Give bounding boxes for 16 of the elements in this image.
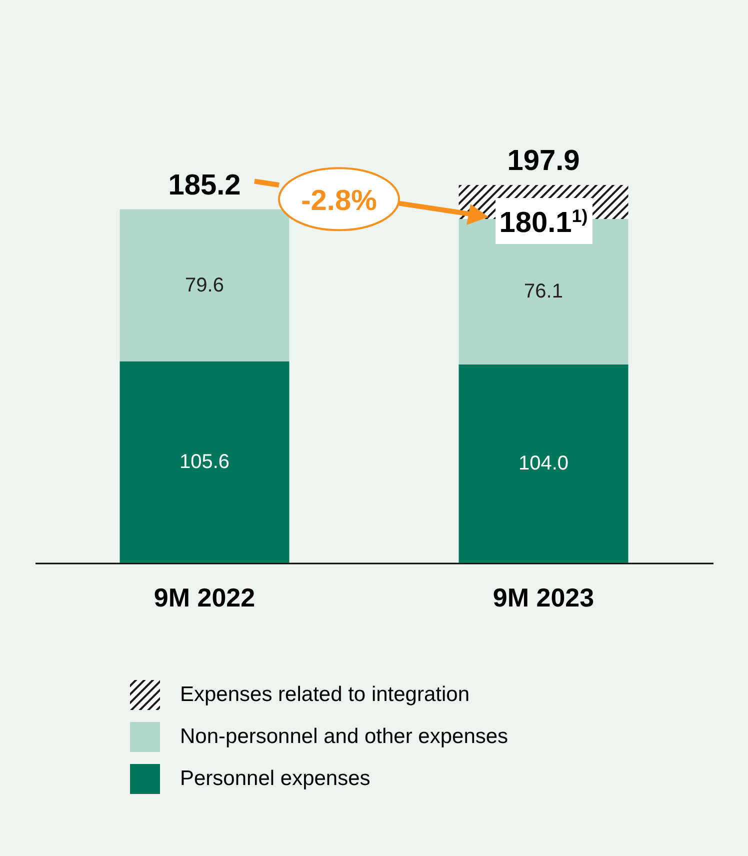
data-label: 76.1: [524, 280, 563, 303]
bar: [458, 364, 628, 563]
bar: [120, 361, 290, 563]
legend-label: Personnel expenses: [180, 767, 370, 790]
data-label: 79.6: [185, 274, 224, 296]
data-label: 105.6: [179, 451, 230, 474]
legend-label: Non-personnel and other expenses: [180, 725, 508, 748]
data-label: 104.0: [518, 452, 569, 475]
annotation: 180.1$^{1)}$: [499, 206, 588, 239]
x-tick-label: 9M 2022: [154, 582, 256, 612]
x-tick-label: 9M 2023: [492, 582, 594, 612]
total-label: 197.9: [507, 145, 580, 177]
annotation: -2.8%: [301, 185, 378, 218]
total-label: 185.2: [168, 169, 241, 202]
bar: [120, 209, 290, 362]
legend-label: Expenses related to integration: [180, 683, 470, 706]
